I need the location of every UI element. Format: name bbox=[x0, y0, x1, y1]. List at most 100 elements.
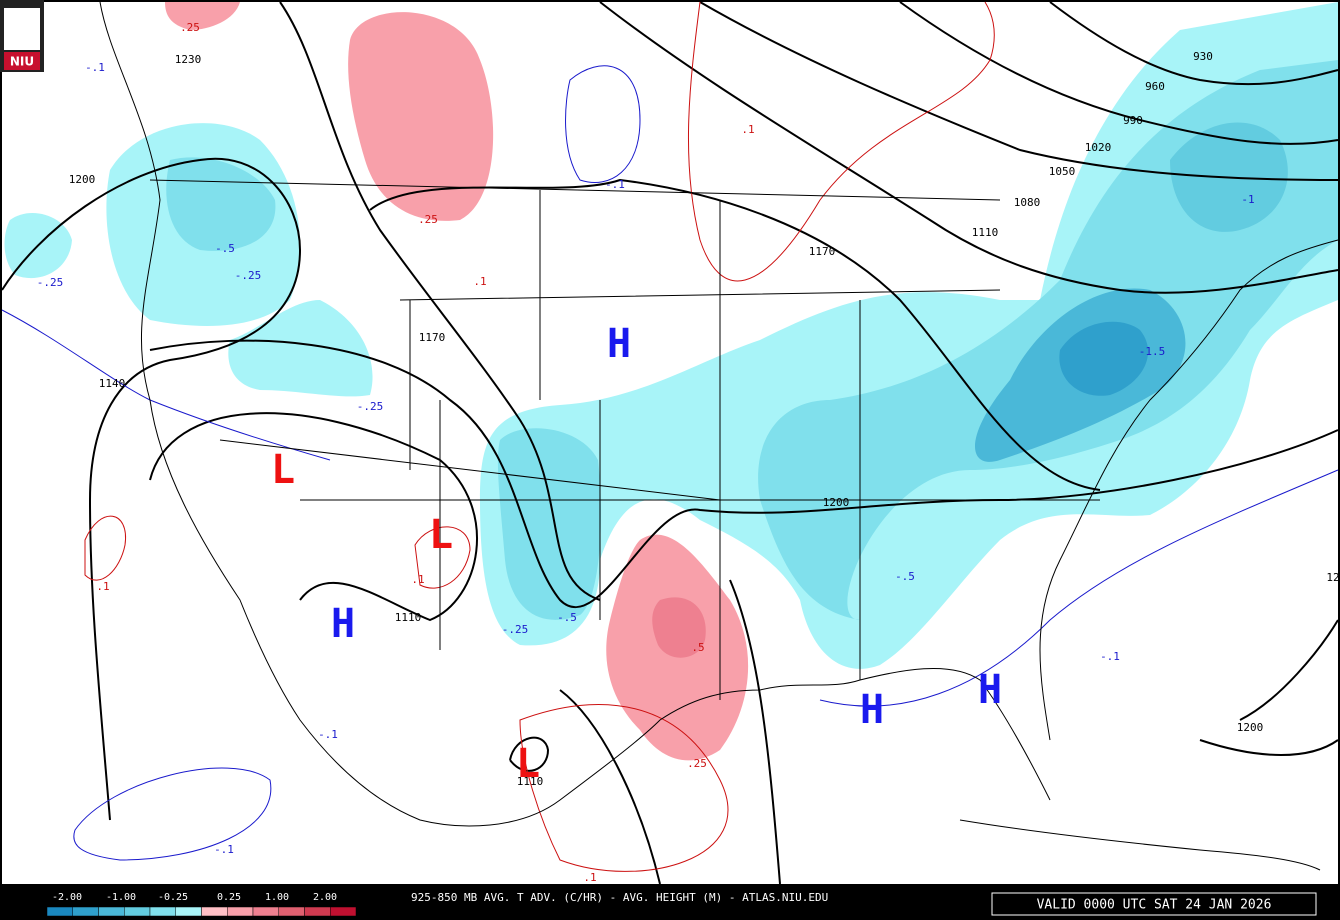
colorbar-swatch bbox=[201, 906, 228, 917]
contour-label: .5 bbox=[691, 641, 704, 654]
contour-label: 1200 bbox=[823, 496, 850, 509]
contour-label: -.25 bbox=[37, 276, 64, 289]
height-contour bbox=[699, 1, 1339, 181]
contour-label: 1230 bbox=[175, 53, 202, 66]
logo-building bbox=[4, 8, 40, 50]
contour-label: -.1 bbox=[1100, 650, 1120, 663]
colorbar-swatch bbox=[304, 906, 331, 917]
contour-label: 990 bbox=[1123, 114, 1143, 127]
pressure-center: H bbox=[331, 601, 355, 647]
advection-contour bbox=[819, 469, 1339, 707]
contour-label: 1170 bbox=[419, 331, 446, 344]
contour-label: -1 bbox=[1241, 193, 1254, 206]
contour-label: -.1 bbox=[214, 843, 234, 856]
contour-label: 1050 bbox=[1049, 165, 1076, 178]
colorbar-swatch bbox=[149, 906, 176, 917]
border bbox=[149, 179, 1100, 700]
height-contour bbox=[369, 178, 1101, 491]
pressure-center: H bbox=[607, 321, 631, 367]
warm-advection bbox=[348, 12, 494, 221]
height-contour bbox=[559, 689, 661, 885]
contour-label: 12 bbox=[1326, 571, 1339, 584]
height-contour bbox=[279, 1, 601, 601]
logo: NIU bbox=[0, 0, 44, 72]
height-contour bbox=[149, 412, 478, 622]
cold-advection-mid bbox=[497, 428, 601, 620]
contour-label: .1 bbox=[411, 573, 424, 586]
colorbar-swatch bbox=[175, 906, 202, 917]
pressure-center: H bbox=[978, 667, 1002, 713]
colorbar-swatch bbox=[278, 906, 305, 917]
advection-contour bbox=[414, 526, 471, 589]
contour-label: 1110 bbox=[972, 226, 999, 239]
coastlines-borders bbox=[99, 1, 1339, 871]
height-contour bbox=[599, 1, 1339, 294]
contour-label: 1140 bbox=[99, 377, 126, 390]
coastline bbox=[959, 819, 1321, 871]
advection-contour bbox=[565, 65, 641, 183]
contour-label: .25 bbox=[687, 757, 707, 770]
contour-label: -.5 bbox=[895, 570, 915, 583]
advection-contour bbox=[687, 1, 995, 282]
colorbar-label: -0.25 bbox=[158, 892, 188, 903]
contour-label: 1110 bbox=[395, 611, 422, 624]
logo-band bbox=[4, 52, 40, 70]
contour-label: .25 bbox=[180, 21, 200, 34]
height-contour bbox=[1, 157, 302, 821]
contour-label: .25 bbox=[418, 213, 438, 226]
contour-label: 1200 bbox=[1237, 721, 1264, 734]
height-contour bbox=[729, 579, 781, 885]
height-contour bbox=[149, 339, 1339, 609]
advection-contour bbox=[73, 767, 272, 861]
contour-label: -.1 bbox=[85, 61, 105, 74]
warm-advection-strong bbox=[652, 597, 706, 658]
colorbar-swatch bbox=[330, 906, 357, 917]
contour-label: 1110 bbox=[517, 775, 544, 788]
contour-label: 1020 bbox=[1085, 141, 1112, 154]
advection-contour bbox=[519, 704, 729, 872]
contour-label: -.25 bbox=[502, 623, 529, 636]
contour-label: -.1 bbox=[318, 728, 338, 741]
contour-label: .1 bbox=[473, 275, 486, 288]
contour-label: -.25 bbox=[235, 269, 262, 282]
warm-advection bbox=[165, 2, 240, 30]
contour-label: 1080 bbox=[1014, 196, 1041, 209]
valid-time: VALID 0000 UTC SAT 24 JAN 2026 bbox=[1037, 898, 1272, 913]
contour-label: 1170 bbox=[809, 245, 836, 258]
colorbar-label: 1.00 bbox=[265, 892, 289, 903]
footer-title: 925-850 MB AVG. T ADV. (C/HR) - AVG. HEI… bbox=[411, 891, 828, 904]
contour-label: 1200 bbox=[69, 173, 96, 186]
contour-label: -.5 bbox=[215, 242, 235, 255]
contour-label: -.1 bbox=[605, 178, 625, 191]
pressure-center: L bbox=[429, 512, 453, 558]
height-contour bbox=[1199, 739, 1339, 756]
pressure-center: L bbox=[516, 741, 540, 787]
pressure-center: H bbox=[860, 687, 884, 733]
valid-box bbox=[991, 892, 1317, 916]
colorbar-label: -1.00 bbox=[106, 892, 136, 903]
height-contour bbox=[899, 1, 1339, 145]
contour-label: -.25 bbox=[357, 400, 384, 413]
height-contour bbox=[1239, 619, 1339, 721]
contour-label: .1 bbox=[741, 123, 754, 136]
contour-label: -1.5 bbox=[1139, 345, 1166, 358]
contour-label: 930 bbox=[1193, 50, 1213, 63]
colorbar-swatch bbox=[124, 906, 151, 917]
contour-label: .1 bbox=[96, 580, 109, 593]
contour-label: .1 bbox=[583, 871, 596, 884]
colorbar-swatch bbox=[98, 906, 125, 917]
colorbar-swatch bbox=[252, 906, 279, 917]
advection-contour bbox=[84, 515, 127, 581]
cold-advection-max bbox=[1059, 321, 1149, 396]
logo-text: NIU bbox=[10, 55, 34, 69]
height-contour bbox=[1049, 1, 1339, 86]
colorbar-label: 0.25 bbox=[217, 892, 241, 903]
colorbar-swatch bbox=[46, 906, 73, 917]
contour-label: 960 bbox=[1145, 80, 1165, 93]
height-contour bbox=[509, 736, 550, 772]
colorbar-label: 2.00 bbox=[313, 892, 337, 903]
pressure-center: L bbox=[271, 447, 295, 493]
colorbar-swatch bbox=[72, 906, 99, 917]
contour-label: -.5 bbox=[557, 611, 577, 624]
